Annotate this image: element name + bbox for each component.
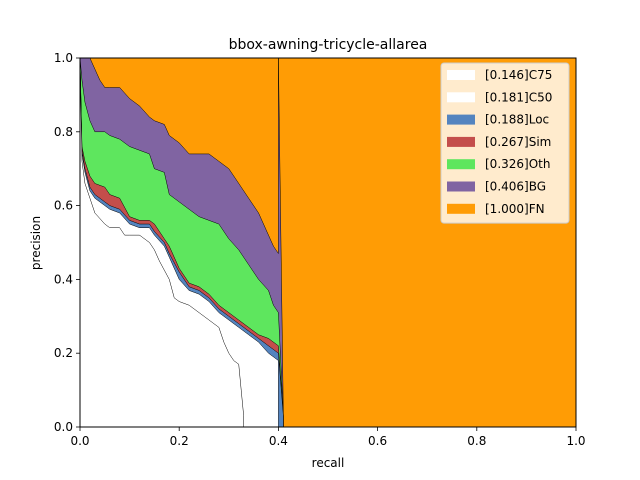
legend-swatch [447,114,475,125]
x-tick-label: 1.0 [566,434,585,448]
legend-label: [0.188]Loc [485,113,549,127]
x-tick-label: 0.2 [170,434,189,448]
y-tick-label: 0.2 [54,346,73,360]
legend-swatch [447,70,475,80]
legend-label: [0.326]Oth [485,157,550,171]
legend-label: [1.000]FN [485,202,545,216]
x-tick-label: 0.6 [368,434,387,448]
area-0-146-c75 [79,57,244,428]
y-tick-label: 0.6 [54,199,73,213]
legend-swatch [447,92,475,103]
legend-label: [0.146]C75 [485,68,552,82]
y-tick-label: 0.8 [54,125,73,139]
x-axis-label: recall [312,456,345,470]
x-tick-label: 0.0 [70,434,89,448]
plot-frame [79,57,577,428]
y-axis-ticks: 0.0 0.2 0.4 0.6 0.8 1.0 [54,51,80,434]
legend-label: [0.267]Sim [485,135,551,149]
chart-title: bbox-awning-tricycle-allarea [229,37,428,53]
y-tick-label: 0.4 [54,272,73,286]
legend-swatch [447,159,475,170]
x-axis-ticks: 0.0 0.2 0.4 0.6 0.8 1.0 [70,427,586,448]
x-tick-label: 0.8 [467,434,486,448]
legend: [0.146]C75 [0.181]C50 [0.188]Loc [0.267]Sim… [440,62,570,224]
legend-swatch [447,181,475,192]
legend-label: [0.181]C50 [485,90,552,104]
y-tick-label: 0.0 [54,420,73,434]
legend-swatch [447,136,475,147]
y-axis-label: precision [29,216,43,270]
legend-swatch [447,203,475,214]
x-tick-label: 0.4 [269,434,288,448]
y-tick-label: 1.0 [54,51,73,65]
legend-label: [0.406]BG [485,180,546,194]
